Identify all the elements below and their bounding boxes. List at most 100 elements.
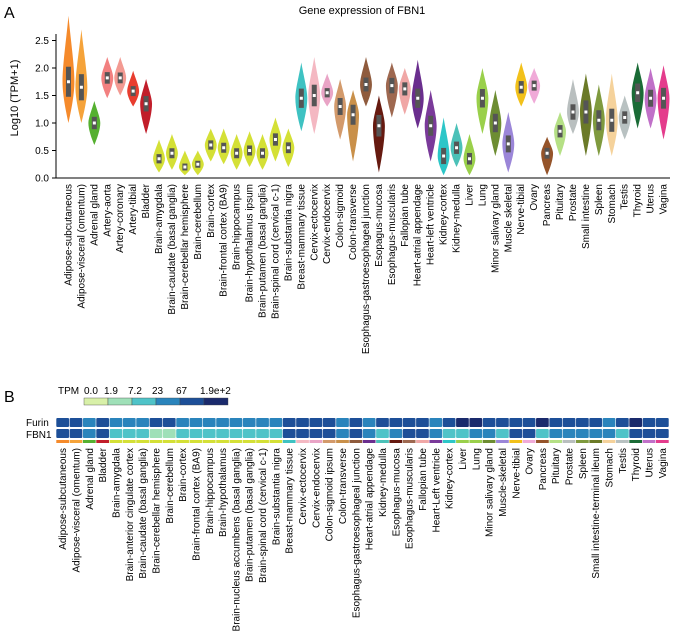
legend-tick-label: 0.0: [84, 386, 98, 397]
x-tick-label: Brain-spinal cord (cervical c-1): [270, 184, 281, 319]
x-tick-label: Brain-caudate (basal ganglia): [167, 184, 178, 315]
heatmap-x-label: Brain-nucleus accumbens (basal ganglia): [231, 448, 242, 631]
violin-median: [558, 129, 562, 133]
heatmap-x-label: Esophagus-muscularis: [405, 448, 416, 549]
x-tick-label: Esophagus-muscularis: [387, 184, 398, 285]
x-tick-label: Brain-substantia nigra: [283, 184, 294, 282]
violin-median: [183, 165, 187, 169]
violin-median: [597, 118, 601, 122]
tissue-color-strip: [442, 440, 456, 443]
heatmap-cell-fbn1: [482, 429, 496, 438]
heatmap-cell-fbn1: [162, 429, 176, 438]
violin-median: [325, 91, 329, 95]
heatmap-cell-furin: [149, 418, 163, 427]
heatmap-cell-furin: [189, 418, 203, 427]
legend-title: TPM: [58, 386, 79, 397]
heatmap-cell-furin: [615, 418, 629, 427]
heatmap-x-label: Ovary: [525, 448, 536, 475]
tissue-color-strip: [216, 440, 229, 443]
heatmap-cell-fbn1: [362, 429, 376, 438]
legend-swatch: [131, 397, 157, 406]
heatmap-legend: 0.0 1.9 7.2 23 67 1.9e+2: [83, 386, 231, 406]
y-tick-label: 0.0: [35, 174, 49, 185]
heatmap-cell-fbn1: [509, 429, 523, 438]
x-tick-label: Prostate: [568, 184, 579, 222]
heatmap-x-label: Liver: [458, 447, 469, 469]
tissue-color-strip: [149, 440, 163, 443]
heatmap-cell-fbn1: [69, 429, 83, 438]
tissue-color-strip: [176, 440, 189, 443]
heatmap-cell-furin: [96, 418, 110, 427]
violin-median: [636, 91, 640, 95]
x-tick-label: Pituitary: [555, 184, 566, 220]
heatmap-cell-fbn1: [136, 429, 149, 438]
x-tick-label: Kidney-medulla: [452, 184, 463, 253]
heatmap-x-label: Brain-amygdala: [111, 448, 122, 518]
heatmap-cell-fbn1: [562, 429, 576, 438]
heatmap-cell-furin: [229, 418, 243, 427]
chart-a-violins: [62, 15, 670, 176]
x-tick-label: Brain-cerebellar hemisphere: [180, 184, 191, 310]
heatmap-cell-furin: [109, 418, 123, 427]
heatmap-x-label: Brain-cerebellum: [165, 448, 176, 524]
violin-median: [248, 149, 252, 152]
heatmap-cell-fbn1: [109, 429, 123, 438]
heatmap-x-label: Minor salivary gland: [485, 448, 496, 537]
violin-median: [545, 151, 549, 155]
heatmap-cell-furin: [576, 418, 589, 427]
tissue-color-strip: [655, 440, 669, 443]
heatmap-x-label: Brain-caudate (basal ganglia): [138, 448, 149, 579]
heatmap-cell-furin: [122, 418, 136, 427]
legend-tick-label: 67: [176, 386, 188, 397]
heatmap-cell-fbn1: [176, 429, 189, 438]
heatmap-x-label: Stomach: [605, 448, 616, 487]
legend-tick-label: 1.9: [104, 386, 118, 397]
x-tick-label: Heart-left ventricle: [426, 184, 437, 266]
chart-a-title: Gene expression of FBN1: [299, 5, 426, 17]
legend-tick-label: 1.9e+2: [200, 386, 231, 397]
heatmap-x-label: Brain-anterior cingulate cortex: [125, 448, 136, 581]
heatmap-cell-furin: [349, 418, 363, 427]
tissue-color-strip: [282, 440, 296, 443]
heatmap-cell-furin: [242, 418, 256, 427]
x-tick-label: Small intestine: [581, 184, 592, 249]
tissue-color-strip: [576, 440, 589, 443]
tissue-color-strip: [642, 440, 656, 443]
heatmap-x-label: Brain-hippocampus: [205, 448, 216, 534]
tissue-color-strip: [349, 440, 363, 443]
heatmap-cell-fbn1: [642, 429, 656, 438]
heatmap-cell-furin: [269, 418, 283, 427]
heatmap-x-label: Spleen: [578, 448, 589, 479]
violin-median: [299, 96, 303, 100]
violin-median: [79, 85, 83, 89]
legend-tick-label: 7.2: [128, 386, 142, 397]
violin-median: [222, 146, 226, 150]
heatmap-cell-furin: [216, 418, 229, 427]
tissue-color-strip: [549, 440, 563, 443]
violin-median: [261, 151, 265, 155]
x-tick-label: Uterus: [646, 184, 657, 213]
violin-median: [416, 96, 420, 100]
violin-median: [442, 154, 446, 158]
heatmap-cell-fbn1: [322, 429, 336, 438]
tissue-color-strip: [229, 440, 243, 443]
heatmap-cell-furin: [602, 418, 616, 427]
violin-median: [571, 110, 575, 114]
violin-median: [118, 76, 122, 80]
heatmap-cell-fbn1: [269, 429, 283, 438]
violin: [437, 117, 450, 176]
heatmap-cell-furin: [562, 418, 576, 427]
x-tick-label: Colon-transverse: [348, 184, 359, 261]
legend-swatch: [179, 397, 205, 406]
x-tick-label: Testis: [620, 184, 631, 210]
heatmap-cell-furin: [442, 418, 456, 427]
heatmap-cell-fbn1: [536, 429, 549, 438]
violin-median: [610, 118, 614, 122]
x-tick-label: Esopagus-mucosa: [374, 184, 385, 267]
heatmap-cell-fbn1: [189, 429, 203, 438]
violin-median: [493, 121, 497, 125]
heatmap-cell-furin: [309, 418, 323, 427]
violin-median: [390, 84, 394, 88]
heatmap-cell-fbn1: [336, 429, 349, 438]
violin-median: [92, 121, 96, 125]
